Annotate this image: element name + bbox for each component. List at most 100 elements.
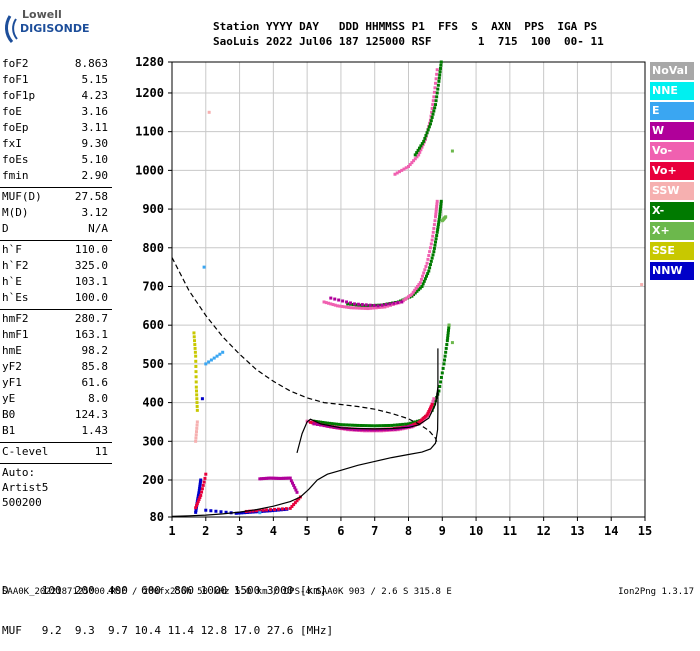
echo-point (194, 389, 198, 393)
echo-point (333, 297, 337, 301)
legend-item: Vo- (650, 142, 694, 160)
echo-point (435, 199, 439, 203)
echo-point (291, 481, 295, 485)
echo-point (195, 423, 199, 427)
echo-point (194, 375, 198, 379)
echo-point (431, 399, 435, 403)
echo-point (295, 499, 299, 503)
echo-point (434, 81, 438, 85)
echo-point (367, 424, 371, 428)
param-separator (0, 187, 112, 188)
echo-point (427, 409, 431, 413)
muf-table-distance-row: D 100 200 400 600 800 1000 1500 3000 [km… (2, 584, 327, 597)
echo-point (423, 277, 427, 281)
y-tick-label: 80 (150, 510, 164, 524)
y-tick-label: 800 (142, 241, 164, 255)
echo-point (440, 371, 444, 375)
echo-point (203, 476, 207, 480)
echo-point (194, 370, 198, 374)
echo-point (390, 423, 394, 427)
echo-point (195, 393, 199, 397)
echo-point (444, 350, 448, 354)
echo-point (193, 339, 197, 343)
echo-point (197, 498, 201, 502)
echo-point (289, 479, 293, 483)
echo-point (251, 509, 255, 513)
echo-point (349, 301, 353, 305)
y-tick-label: 700 (142, 279, 164, 293)
echo-point (400, 168, 404, 172)
param-row: B0 124.3 (0, 408, 112, 424)
echo-point (429, 119, 433, 123)
echo-point (215, 354, 219, 358)
echo-point (439, 202, 443, 206)
echo-point (418, 281, 422, 285)
polarization-legend: NoVal NNE E W Vo- Vo+ SSW X- X+ SSE NNW (650, 62, 694, 282)
echo-point (410, 292, 414, 296)
x-tick-label: 4 (270, 524, 277, 538)
echo-point (198, 495, 202, 499)
echo-point (433, 86, 437, 90)
echo-point (207, 110, 211, 114)
echo-point (433, 106, 437, 110)
echo-point (447, 326, 451, 330)
param-label: foF1p (2, 89, 36, 102)
echo-point (416, 284, 420, 288)
echo-point (260, 509, 264, 513)
trace-curve (171, 348, 439, 517)
echo-point (402, 167, 406, 171)
x-tick-label: 14 (604, 524, 618, 538)
echo-point (407, 422, 410, 426)
echo-point (415, 155, 419, 159)
echo-point (243, 511, 247, 515)
echo-point (198, 480, 202, 484)
echo-point (260, 477, 264, 481)
echo-point (196, 500, 200, 504)
echo-point (415, 289, 419, 293)
param-label: hmE (2, 344, 22, 357)
echo-point (425, 413, 429, 417)
echo-point (354, 303, 358, 307)
echo-point (412, 159, 416, 163)
echo-point (341, 299, 345, 303)
echo-point (218, 352, 222, 356)
echo-point (265, 508, 269, 512)
echo-point (433, 219, 437, 223)
echo-point (309, 420, 313, 424)
echo-point (435, 202, 439, 206)
param-label: foEp (2, 121, 29, 134)
echo-point (352, 428, 356, 432)
echo-point (192, 335, 196, 339)
echo-point (439, 199, 443, 203)
echo-point (396, 427, 400, 431)
echo-point (275, 476, 279, 480)
param-label: C-level (2, 445, 49, 458)
echo-point (419, 148, 423, 152)
echo-point (294, 488, 298, 492)
header-values: SaoLuis 2022 Jul06 187 125000 RSF 1 715 … (213, 35, 604, 48)
echo-point (328, 421, 332, 425)
echo-point (425, 261, 429, 265)
y-tick-label: 400 (142, 396, 164, 410)
echo-point (434, 99, 438, 103)
echo-point (401, 299, 405, 303)
echo-point (426, 257, 430, 261)
param-label: foEs (2, 153, 29, 166)
echo-point (292, 503, 296, 507)
echo-point (386, 304, 390, 308)
echo-point (446, 334, 450, 338)
echo-point (446, 328, 450, 332)
echo-point (384, 303, 388, 307)
param-value: 2.90 (81, 169, 109, 182)
echo-point (423, 268, 427, 272)
y-tick-label: 300 (142, 434, 164, 448)
echo-point (195, 408, 199, 412)
echo-point (383, 305, 387, 309)
echo-point (428, 408, 432, 412)
echo-point (363, 428, 367, 432)
legend-item: E (650, 102, 694, 120)
echo-point (195, 502, 199, 506)
echo-point (413, 153, 417, 157)
y-tick-label: 1200 (135, 86, 164, 100)
param-row: foEs 5.10 (0, 153, 112, 169)
